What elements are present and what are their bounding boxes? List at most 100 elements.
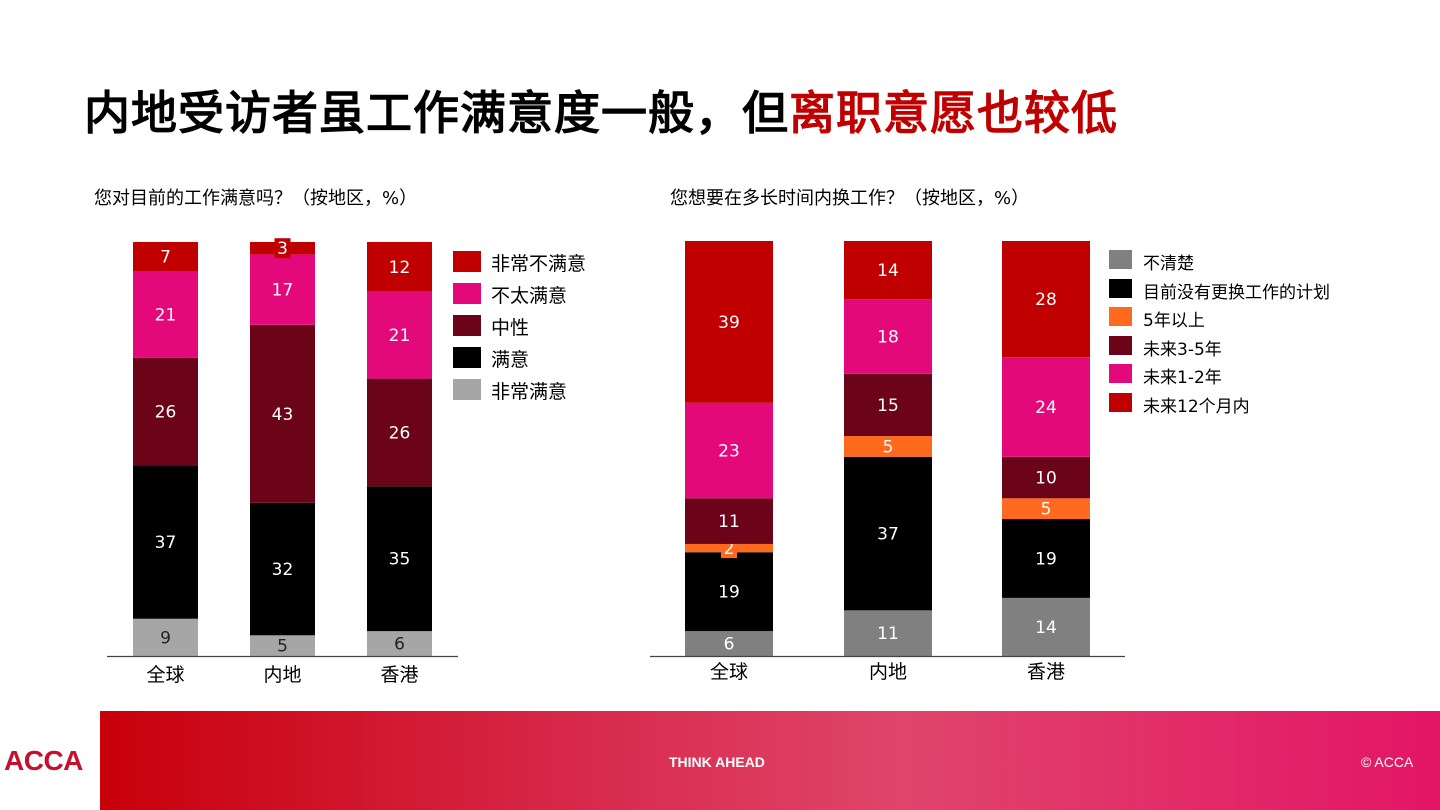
- c2-legend-swatch: [1109, 250, 1132, 269]
- c2-bar-2-2: [1002, 498, 1090, 520]
- c2-legend-swatch: [1109, 364, 1132, 384]
- c2-bar-1-3: [844, 373, 932, 437]
- c1-value-label: 7: [160, 247, 171, 267]
- c1-legend-swatch: [453, 379, 481, 400]
- c2-category-label: 香港: [1027, 661, 1065, 683]
- c2-bar-1-2: [844, 436, 932, 457]
- title-highlight: 离职意愿也较低: [789, 86, 1118, 140]
- c1-bar-0-3: [133, 270, 198, 358]
- c2-legend-label: 5年以上: [1143, 311, 1205, 332]
- c1-bar-2-3: [367, 291, 432, 379]
- c1-value-label: 6: [394, 635, 405, 655]
- c2-bar-1-4: [844, 299, 932, 374]
- c1-legend-label: 非常满意: [491, 381, 568, 403]
- c1-bar-1-3: [250, 254, 315, 325]
- c1-legend-label: 非常不满意: [491, 253, 587, 275]
- c1-value-label: 43: [272, 405, 294, 425]
- c1-legend-label: 满意: [491, 349, 530, 371]
- c2-legend-label: 目前没有更换工作的计划: [1143, 282, 1330, 303]
- c2-bar-0-5: [685, 241, 773, 403]
- c1-category-label: 内地: [263, 664, 301, 686]
- c1-bar-1-1: [250, 502, 315, 636]
- title-main: 内地受访者虽工作满意度一般，但: [84, 86, 789, 140]
- c1-bar-0-0: [133, 618, 198, 656]
- c1-category-label: 全球: [146, 664, 184, 686]
- c1-value-label: 12: [389, 258, 411, 278]
- c2-value-label: 11: [877, 624, 899, 644]
- c1-legend-swatch: [453, 251, 481, 272]
- c2-value-label: 10: [1035, 469, 1057, 489]
- c2-value-label: 11: [718, 512, 740, 532]
- c2-bar-1-0: [844, 610, 932, 656]
- c1-bar-2-2: [367, 378, 432, 487]
- c2-value-label: 23: [718, 442, 740, 462]
- c1-bar-1-0: [250, 635, 315, 656]
- c2-legend-swatch: [1109, 278, 1132, 298]
- satisfaction-chart: 9 37 26 21 7 全球 5 32 43 17 3 内地 6 35 26 21 12 香港: [107, 238, 458, 686]
- c2-bar-2-0: [1002, 597, 1090, 656]
- c1-value-label: 17: [272, 281, 294, 301]
- c1-legend-label: 中性: [491, 317, 530, 339]
- c2-value-label: 18: [877, 327, 899, 347]
- c2-bar-0-3: [685, 498, 773, 544]
- page-title: 内地受访者虽工作满意度一般，但离职意愿也较低: [84, 86, 1118, 141]
- chart1-title: 您对目前的工作满意吗？（按地区，%）: [94, 188, 418, 209]
- c1-label-bg-1-4: [274, 238, 291, 259]
- c2-value-label: 6: [724, 635, 735, 655]
- footer: ACCA THINK AHEAD © ACCA: [0, 711, 1440, 810]
- c2-value-label: 2: [724, 539, 735, 559]
- c2-category-label: 内地: [869, 661, 907, 683]
- c1-value-label: 9: [160, 628, 171, 648]
- c2-legend-label: 未来1-2年: [1143, 368, 1222, 389]
- c1-bar-2-4: [367, 242, 432, 292]
- c1-bar-2-0: [367, 631, 432, 656]
- c2-legend-swatch: [1109, 393, 1132, 412]
- c2-bar-2-1: [1002, 519, 1090, 598]
- c2-legend-label: 未来3-5年: [1143, 339, 1222, 360]
- c2-bar-0-4: [685, 402, 773, 499]
- c2-bar-1-5: [844, 241, 932, 300]
- c2-value-label: 19: [1035, 549, 1057, 569]
- c2-value-label: 5: [883, 437, 894, 457]
- c2-bar-2-3: [1002, 456, 1090, 499]
- c1-legend-swatch: [453, 347, 481, 368]
- c2-value-label: 14: [1035, 618, 1057, 638]
- c1-value-label: 21: [155, 305, 177, 325]
- footer-tagline: THINK AHEAD: [669, 754, 765, 770]
- c1-bar-1-2: [250, 324, 315, 503]
- c2-value-label: 39: [718, 313, 740, 333]
- acca-logo: ACCA: [4, 745, 83, 776]
- c2-bar-0-0: [685, 631, 773, 656]
- c2-legend-label: 未来12个月内: [1143, 397, 1250, 417]
- c2-bar-2-4: [1002, 357, 1090, 457]
- c1-value-label: 3: [277, 239, 288, 259]
- c1-value-label: 32: [272, 560, 294, 580]
- c1-bar-0-4: [133, 242, 198, 271]
- c2-category-label: 全球: [710, 661, 748, 683]
- c2-legend-label: 不清楚: [1143, 254, 1194, 274]
- c2-legend-swatch: [1109, 335, 1132, 355]
- c2-value-label: 19: [718, 583, 740, 603]
- job-change-chart: 6 19 2 11 23 39 全球 11 37 5 15 18 14 内地 14 19 5 10 24 28 香港: [650, 241, 1125, 683]
- chart2-title: 您想要在多长时间内换工作？（按地区，%）: [670, 188, 1030, 209]
- c1-value-label: 26: [155, 403, 177, 423]
- c1-legend-swatch: [453, 283, 481, 304]
- c2-value-label: 5: [1041, 500, 1052, 520]
- c1-value-label: 5: [277, 637, 288, 657]
- c1-value-label: 26: [389, 423, 411, 443]
- c1-bar-0-1: [133, 465, 198, 619]
- c2-value-label: 14: [877, 261, 899, 281]
- c2-bar-2-5: [1002, 241, 1090, 358]
- c2-value-label: 24: [1035, 398, 1057, 418]
- c2-legend-swatch: [1109, 307, 1132, 327]
- c2-bar-0-1: [685, 552, 773, 632]
- c2-value-label: 15: [877, 396, 899, 416]
- c2-value-label: 28: [1035, 290, 1057, 310]
- c2-bar-1-1: [844, 456, 932, 611]
- footer-copyright: © ACCA: [1361, 754, 1414, 770]
- c1-legend-swatch: [453, 315, 481, 336]
- c1-value-label: 37: [155, 533, 177, 553]
- c1-legend-label: 不太满意: [491, 285, 568, 307]
- c1-value-label: 21: [389, 326, 411, 346]
- c1-value-label: 35: [389, 550, 411, 570]
